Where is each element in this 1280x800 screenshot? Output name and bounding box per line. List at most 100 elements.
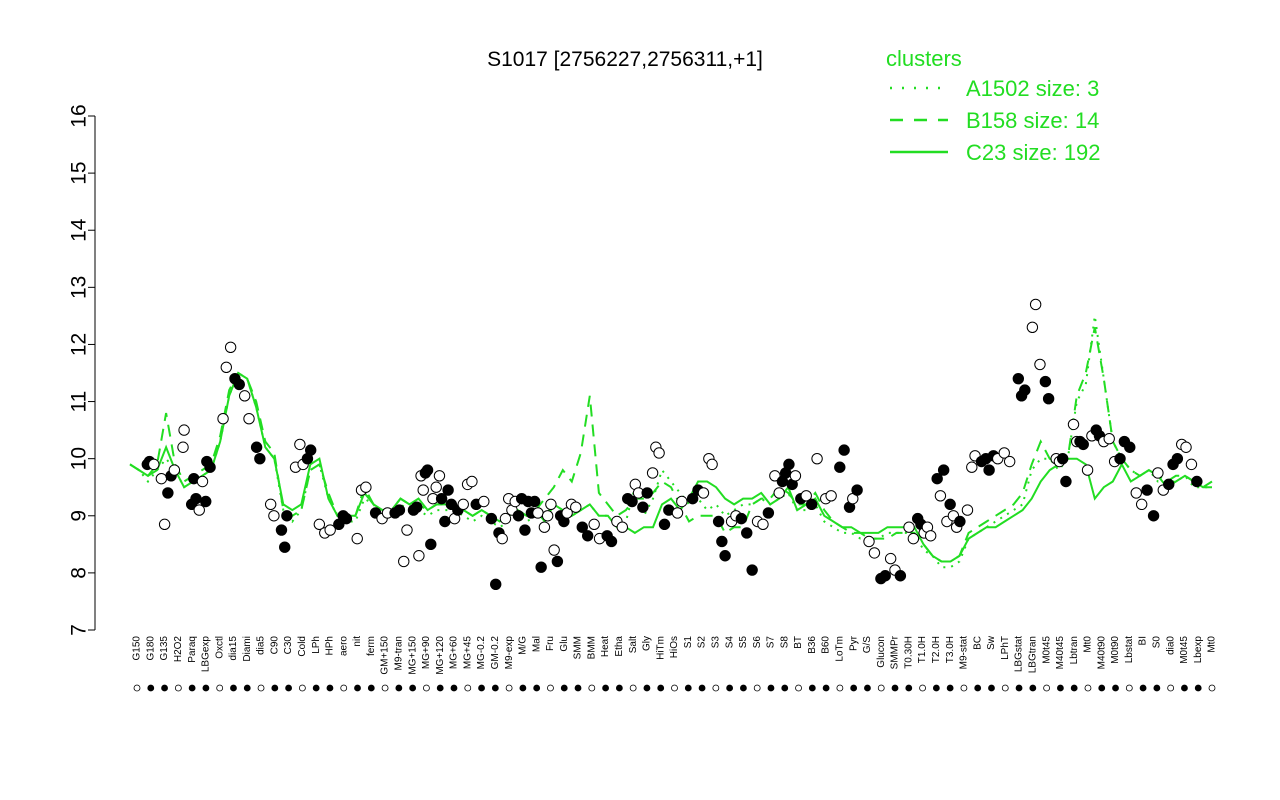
x-tick-label: S0 bbox=[1152, 636, 1163, 649]
x-tick-label: Gly bbox=[642, 636, 653, 651]
x-tick-label: dia15 bbox=[228, 636, 239, 661]
data-point bbox=[1103, 432, 1115, 445]
x-marker bbox=[671, 684, 678, 692]
x-marker bbox=[946, 684, 954, 692]
x-marker bbox=[409, 684, 417, 692]
data-point bbox=[279, 541, 291, 553]
x-marker bbox=[464, 684, 472, 692]
x-marker bbox=[1084, 684, 1092, 692]
data-point bbox=[1147, 510, 1160, 522]
data-point bbox=[548, 544, 560, 556]
x-marker bbox=[712, 684, 720, 692]
data-point bbox=[805, 498, 818, 511]
x-marker bbox=[974, 684, 982, 692]
data-point bbox=[712, 515, 725, 528]
x-tick-label: HiOs bbox=[669, 636, 680, 658]
x-marker bbox=[1208, 684, 1216, 692]
x-marker bbox=[298, 684, 306, 692]
data-point bbox=[351, 532, 363, 545]
x-tick-label: Paraq bbox=[187, 636, 198, 663]
data-point bbox=[671, 507, 684, 519]
data-point bbox=[1180, 441, 1192, 453]
x-marker bbox=[864, 684, 871, 692]
data-point bbox=[658, 518, 671, 531]
data-point bbox=[417, 484, 429, 496]
x-marker bbox=[230, 684, 237, 692]
x-tick-label: GM+150 bbox=[380, 636, 391, 675]
x-marker bbox=[988, 684, 995, 692]
x-marker bbox=[1015, 684, 1023, 692]
data-point bbox=[238, 390, 251, 402]
x-tick-label: ferm bbox=[366, 636, 377, 656]
x-marker bbox=[1056, 684, 1064, 692]
data-point bbox=[421, 464, 434, 476]
y-tick-label: 15 bbox=[68, 161, 91, 184]
data-point bbox=[398, 555, 410, 568]
x-tick-label: S8 bbox=[779, 636, 790, 649]
data-point bbox=[746, 564, 758, 576]
x-tick-label: Mt0 bbox=[1083, 636, 1094, 653]
data-point bbox=[1124, 441, 1136, 453]
data-point bbox=[1185, 458, 1198, 471]
data-point bbox=[773, 487, 785, 499]
data-point bbox=[838, 444, 850, 456]
data-point bbox=[478, 495, 490, 508]
x-marker bbox=[285, 684, 293, 692]
x-tick-label: MG+150 bbox=[407, 636, 418, 675]
data-point bbox=[393, 504, 406, 516]
x-marker bbox=[147, 684, 155, 692]
x-marker bbox=[602, 684, 609, 692]
data-point bbox=[697, 487, 710, 499]
x-marker bbox=[547, 684, 554, 692]
legend-label: C23 size: 192 bbox=[966, 140, 1101, 165]
x-marker bbox=[1125, 684, 1133, 692]
data-points bbox=[141, 298, 1203, 591]
x-tick-label: Lbtran bbox=[1069, 636, 1080, 664]
data-point bbox=[413, 550, 425, 562]
x-marker bbox=[560, 684, 568, 692]
x-marker bbox=[312, 684, 320, 692]
data-point bbox=[148, 458, 160, 471]
x-tick-label: dia5 bbox=[256, 636, 267, 655]
data-point bbox=[998, 447, 1010, 459]
x-marker bbox=[174, 684, 182, 692]
x-tick-label: SMM bbox=[573, 636, 584, 659]
data-point bbox=[324, 524, 336, 536]
x-tick-label: M9-stat bbox=[959, 636, 970, 670]
data-point bbox=[903, 521, 915, 533]
x-tick-label: G150 bbox=[132, 636, 143, 661]
data-point bbox=[190, 492, 202, 505]
data-point bbox=[499, 512, 512, 525]
y-tick-label: 13 bbox=[68, 276, 91, 299]
x-marker bbox=[216, 684, 224, 692]
data-point bbox=[250, 441, 263, 453]
x-marker bbox=[202, 684, 210, 692]
data-point bbox=[538, 521, 551, 533]
x-tick-label: M0t90 bbox=[1110, 636, 1121, 664]
x-tick-label: HPh bbox=[325, 636, 336, 655]
data-point bbox=[851, 484, 863, 496]
plot-axes: 7 8 9 10 11 12 13 14 15 16 bbox=[68, 104, 96, 636]
x-tick-label: M0t45 bbox=[1041, 636, 1052, 664]
x-tick-label: Lbstat bbox=[1124, 636, 1135, 663]
x-tick-label: LPh bbox=[311, 636, 322, 654]
data-point bbox=[719, 550, 731, 562]
x-marker bbox=[657, 684, 665, 692]
x-marker bbox=[753, 684, 761, 692]
x-tick-label: Glucon bbox=[876, 636, 887, 668]
x-marker bbox=[891, 684, 899, 692]
data-point bbox=[735, 512, 748, 525]
data-point bbox=[1056, 452, 1069, 465]
data-point bbox=[512, 510, 525, 522]
x-marker bbox=[354, 684, 361, 692]
x-tick-label: BI bbox=[1138, 636, 1149, 645]
chart-title: S1017 [2756227,2756311,+1] bbox=[487, 48, 763, 71]
data-point bbox=[177, 441, 189, 453]
x-marker bbox=[505, 684, 513, 692]
x-tick-label: C90 bbox=[269, 636, 280, 655]
data-point bbox=[528, 495, 541, 508]
data-point bbox=[769, 470, 781, 482]
x-tick-label: Fru bbox=[545, 636, 556, 651]
x-marker bbox=[436, 684, 444, 692]
x-marker bbox=[450, 684, 458, 692]
